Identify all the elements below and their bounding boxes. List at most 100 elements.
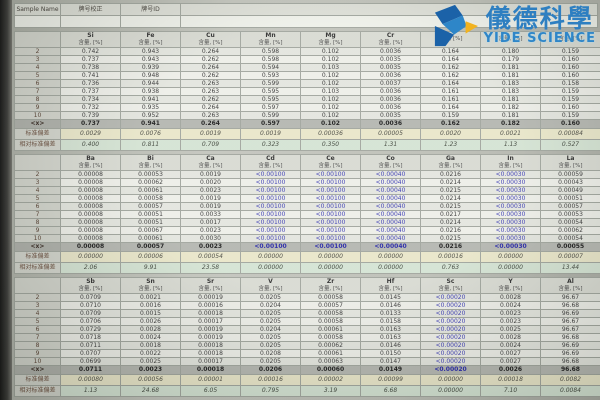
- value-cell: 0.0158: [360, 317, 421, 326]
- value-cell: 0.159: [420, 111, 481, 120]
- content-unit-label: 含量, [%]: [78, 40, 103, 46]
- measurement-row[interactable]: 7 0.00008 0.00051 0.0033 <0.00100 <0.00100 <0.…: [14, 210, 600, 219]
- value-cell: 96.67: [540, 293, 600, 302]
- measurement-row[interactable]: 3 0.737 0.943 0.262 0.598 0.102 0.0035 0.164 0.1…: [14, 55, 600, 64]
- average-row-value-cell: <0.00100: [300, 242, 361, 252]
- value-cell: 0.597: [240, 103, 301, 112]
- std-dev-row-value-cell: 0.00016: [420, 251, 481, 263]
- value-cell: 0.0021: [120, 293, 181, 302]
- value-cell: 0.0205: [240, 357, 301, 366]
- element-header-cell: Zr 含量, [%]: [300, 277, 361, 294]
- value-cell: <0.00100: [300, 178, 361, 187]
- measurement-row[interactable]: 6 0.736 0.944 0.263 0.599 0.102 0.0037 0.164 0.1…: [14, 79, 600, 88]
- element-header-cell: Bi 含量, [%]: [120, 154, 181, 171]
- grade-calibration-input[interactable]: [60, 15, 121, 28]
- row-index-cell: 4: [14, 309, 61, 318]
- average-row-value-cell: <0.00100: [240, 242, 301, 252]
- measurement-row[interactable]: 2 0.00008 0.00053 0.0019 <0.00100 <0.00100 <0.…: [14, 170, 600, 179]
- measurement-row[interactable]: 7 0.0718 0.0024 0.00019 0.0205 0.00058 0.0163 <…: [14, 333, 600, 342]
- element-header-row: Ba 含量, [%] Bi 含量, [%] Ca 含量, [%] Cd 含量, [%] Ce 含量…: [14, 154, 600, 171]
- element-symbol: Mg: [325, 32, 336, 40]
- measurement-row[interactable]: 5 0.00008 0.00058 0.0019 <0.00100 <0.00100 <0.…: [14, 194, 600, 203]
- grade-id-input[interactable]: [120, 15, 181, 28]
- average-row-value-cell: 0.00055: [540, 242, 600, 252]
- element-symbol: Ga: [446, 155, 455, 163]
- measurement-row[interactable]: 5 0.741 0.948 0.262 0.593 0.102 0.0036 0.162 0.1…: [14, 71, 600, 80]
- measurement-row[interactable]: 8 0.734 0.941 0.262 0.595 0.102 0.0036 0.161 0.1…: [14, 95, 600, 104]
- measurement-row[interactable]: 5 0.0706 0.0026 0.00017 0.0205 0.00058 0.0158 <…: [14, 317, 600, 326]
- value-cell: <0.00100: [240, 170, 301, 179]
- sample-name-input[interactable]: [14, 15, 61, 28]
- row-index-cell: 3: [14, 55, 61, 64]
- row-index-cell: 7: [14, 87, 61, 96]
- value-cell: 0.00053: [540, 210, 600, 219]
- measurement-row[interactable]: 7 0.737 0.938 0.263 0.595 0.103 0.0036 0.161 0.1…: [14, 87, 600, 96]
- value-cell: 96.68: [540, 333, 600, 342]
- element-header-cell: Y 含量, [%]: [480, 277, 541, 294]
- element-header-cell: Cu 含量, [%]: [180, 31, 241, 48]
- value-cell: 0.00019: [180, 333, 241, 342]
- content-unit-label: 含量, [%]: [258, 163, 283, 169]
- element-header-cell: Ca 含量, [%]: [180, 154, 241, 171]
- value-cell: 0.00049: [540, 186, 600, 195]
- rsd-row: 相对标准偏差 1.13 24.68 6.05 0.795 3.19 6.68 0.00000 7…: [14, 385, 600, 397]
- average-row: <x> 0.00008 0.00057 0.0023 <0.00100 <0.00100 <…: [14, 242, 600, 252]
- value-cell: 0.0028: [480, 333, 541, 342]
- element-header-cell: Co 含量, [%]: [360, 154, 421, 171]
- measurement-row[interactable]: 4 0.0709 0.0015 0.00018 0.0205 0.00058 0.0133 <…: [14, 309, 600, 318]
- value-cell: <0.00020: [420, 349, 481, 358]
- value-cell: 0.0019: [180, 170, 241, 179]
- value-cell: 0.0163: [360, 325, 421, 334]
- value-cell: 0.599: [240, 111, 301, 120]
- measurement-row[interactable]: 3 0.00008 0.00062 0.0020 <0.00100 <0.00100 <0.…: [14, 178, 600, 187]
- value-cell: 0.0022: [120, 349, 181, 358]
- row-index-cell: 5: [14, 71, 61, 80]
- value-cell: 0.102: [300, 103, 361, 112]
- measurement-row[interactable]: 8 0.00008 0.00051 0.0017 <0.00100 <0.00100 <0.…: [14, 218, 600, 227]
- rsd-row-value-cell: 0.00000: [360, 262, 421, 274]
- value-cell: 0.739: [60, 111, 121, 120]
- content-unit-label: 含量, [%]: [318, 40, 343, 46]
- measurement-row[interactable]: 8 0.0711 0.0018 0.00018 0.0205 0.00062 0.0146 <…: [14, 341, 600, 350]
- row-index-cell: 3: [14, 178, 61, 187]
- rsd-row-label: 相对标准偏差: [14, 385, 61, 397]
- measurement-row[interactable]: 2 0.0709 0.0021 0.00019 0.0205 0.00058 0.0145 <…: [14, 293, 600, 302]
- content-unit-label: 含量, [%]: [558, 36, 583, 42]
- measurement-row[interactable]: 6 0.0729 0.0028 0.00019 0.0204 0.00061 0.0163 <…: [14, 325, 600, 334]
- value-cell: 96.69: [540, 309, 600, 318]
- value-cell: 0.0024: [480, 301, 541, 310]
- sample-input-spacer[interactable]: [180, 15, 598, 28]
- measurement-row[interactable]: 10 0.00008 0.00061 0.0030 <0.00100 <0.00100 <0…: [14, 234, 600, 243]
- element-symbol: Si: [87, 32, 94, 40]
- measurement-row[interactable]: 4 0.00008 0.00061 0.0023 <0.00100 <0.00100 <0.…: [14, 186, 600, 195]
- vendor-logo-chinese-text: 儀德科學: [485, 4, 594, 33]
- measurement-row[interactable]: 10 0.739 0.952 0.263 0.599 0.102 0.0035 0.159 0.…: [14, 111, 600, 120]
- content-unit-label: 含量, [%]: [78, 286, 103, 292]
- average-row-value-cell: 0.00018: [180, 365, 241, 375]
- content-unit-label: 含量, [%]: [438, 36, 463, 42]
- value-cell: 0.944: [120, 79, 181, 88]
- value-cell: 0.0023: [180, 186, 241, 195]
- measurement-row[interactable]: 3 0.0710 0.0016 0.00016 0.0204 0.00057 0.0146 <…: [14, 301, 600, 310]
- value-cell: 0.0718: [60, 333, 121, 342]
- content-unit-label: 含量, [%]: [498, 36, 523, 42]
- measurement-row[interactable]: 9 0.0707 0.0022 0.00018 0.0208 0.00061 0.0150 <…: [14, 349, 600, 358]
- value-cell: 96.67: [540, 325, 600, 334]
- value-cell: 0.160: [540, 71, 600, 80]
- average-row-value-cell: 0.160: [540, 119, 600, 129]
- value-cell: 0.0036: [360, 47, 421, 56]
- row-index-cell: 10: [14, 111, 61, 120]
- measurement-row[interactable]: 10 0.0699 0.0025 0.00017 0.0205 0.00063 0.0147…: [14, 357, 600, 366]
- value-cell: 0.0204: [240, 301, 301, 310]
- value-cell: <0.00100: [240, 186, 301, 195]
- measurement-row[interactable]: 4 0.738 0.939 0.264 0.594 0.103 0.0035 0.162 0.1…: [14, 63, 600, 72]
- value-cell: 0.0215: [420, 202, 481, 211]
- measurement-row[interactable]: 9 0.00008 0.00067 0.0023 <0.00100 <0.00100 <0.…: [14, 226, 600, 235]
- measurement-row[interactable]: 2 0.742 0.943 0.264 0.598 0.102 0.0036 0.164 0.1…: [14, 47, 600, 56]
- measurement-row[interactable]: 9 0.732 0.935 0.264 0.597 0.102 0.0036 0.164 0.1…: [14, 103, 600, 112]
- results-table-block-1: Si 含量, [%] Fe 含量, [%] Cu 含量, [%] Mn 含量, [%] Mg 含量…: [14, 31, 600, 151]
- element-header-row: Sb 含量, [%] Sn 含量, [%] Sr 含量, [%] V 含量, [%] Zr 含量,…: [14, 277, 600, 294]
- value-cell: 0.0214: [420, 194, 481, 203]
- measurement-row[interactable]: 6 0.00008 0.00057 0.0019 <0.00100 <0.00100 <0.…: [14, 202, 600, 211]
- average-row: <x> 0.737 0.941 0.264 0.597 0.102 0.0036 0.162 0…: [14, 119, 600, 129]
